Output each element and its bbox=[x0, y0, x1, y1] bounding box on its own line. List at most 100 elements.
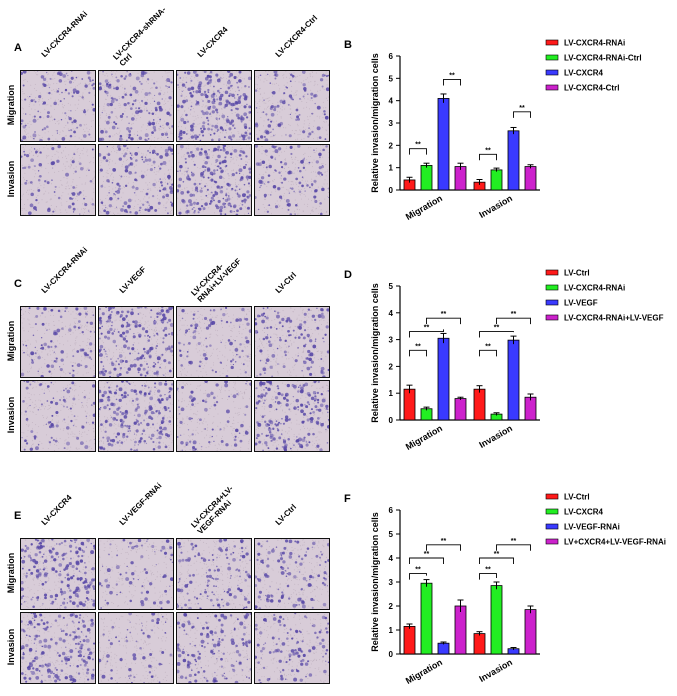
bar bbox=[454, 166, 467, 191]
bar bbox=[420, 582, 433, 655]
legend-swatch bbox=[545, 39, 559, 46]
y-tick-label: 3 bbox=[389, 119, 394, 128]
legend-swatch bbox=[545, 538, 559, 545]
legend-swatch bbox=[545, 284, 559, 291]
x-tick-label: Migration bbox=[404, 193, 444, 222]
micrograph-image bbox=[254, 144, 330, 216]
legend-label: LV-CXCR4-RNAi bbox=[564, 39, 625, 48]
x-tick-label: Migration bbox=[404, 657, 444, 686]
column-label: LV-CXCR4-shRNA- Ctrl bbox=[111, 5, 168, 68]
bar bbox=[403, 625, 416, 655]
micrograph-image bbox=[20, 306, 96, 378]
micrograph-image bbox=[20, 612, 96, 684]
y-tick-label: 1 bbox=[389, 164, 394, 173]
bar bbox=[403, 388, 416, 421]
legend-swatch bbox=[545, 54, 559, 61]
significance-label: ** bbox=[519, 105, 525, 112]
micrograph-image bbox=[20, 380, 96, 452]
legend-label: LV+CXCR4+LV-VEGF-RNAi bbox=[564, 538, 666, 547]
micrograph-image bbox=[98, 306, 174, 378]
significance-label: ** bbox=[485, 343, 491, 350]
column-label: LV-CXCR4-RNAi bbox=[39, 9, 90, 60]
micrograph-image bbox=[254, 306, 330, 378]
micrograph-image bbox=[20, 70, 96, 142]
y-tick-label: 3 bbox=[389, 578, 394, 587]
column-label: LV-CXCR4+LV- VEGF-RNAi bbox=[189, 484, 235, 536]
legend-label: LV-Ctrl bbox=[564, 269, 590, 278]
significance-bracket bbox=[443, 79, 461, 86]
legend-label: LV-CXCR4-Ctrl bbox=[564, 84, 619, 93]
column-label: LV-CXCR4-RNAi bbox=[39, 245, 90, 295]
y-tick-label: 4 bbox=[389, 97, 394, 106]
panel-letter: D bbox=[344, 269, 352, 281]
bar bbox=[490, 585, 503, 655]
micrograph-image bbox=[98, 538, 174, 610]
significance-label: ** bbox=[415, 142, 421, 149]
significance-bracket bbox=[426, 317, 461, 325]
bar-chart-svg: D 0 1 2 3 4 5 Relative invasion/migration cells… bbox=[344, 269, 664, 452]
significance-label: ** bbox=[424, 551, 430, 558]
significance-label: ** bbox=[494, 551, 500, 558]
significance-bracket bbox=[496, 544, 531, 551]
row-label: Migration bbox=[6, 320, 16, 362]
legend-label: LV-Ctrl bbox=[564, 493, 590, 502]
row-label: Invasion bbox=[6, 396, 16, 434]
y-axis-label: Relative invasion/migration cells bbox=[370, 53, 380, 193]
y-tick-label: 0 bbox=[389, 416, 394, 425]
bar bbox=[507, 130, 520, 191]
legend-label: LV-VEGF bbox=[564, 299, 598, 308]
significance-bracket bbox=[409, 329, 444, 338]
legend-label: LV-CXCR4-RNAi bbox=[564, 284, 625, 293]
y-axis-label: Relative invasion/migration cells bbox=[370, 283, 380, 423]
y-tick-label: 2 bbox=[389, 141, 394, 150]
legend-swatch bbox=[545, 269, 559, 276]
x-tick-label: Invasion bbox=[477, 657, 514, 684]
significance-bracket bbox=[409, 349, 427, 357]
micrograph-image bbox=[254, 538, 330, 610]
micrograph-panel-e: E LV-CXCR4 LV-VEGF-RNAi LV-CXCR4+LV- VEGF-R… bbox=[0, 468, 340, 696]
significance-bracket bbox=[513, 111, 531, 118]
significance-bracket bbox=[409, 573, 427, 580]
column-label: LV-CXCR4 bbox=[39, 493, 74, 527]
micrograph-panel-a: A LV-CXCR4-RNAi LV-CXCR4-shRNA- Ctrl LV-CXC… bbox=[0, 0, 340, 226]
significance-bracket bbox=[426, 544, 461, 551]
row-label: Invasion bbox=[6, 160, 16, 198]
micrograph-image bbox=[176, 538, 252, 610]
legend-swatch bbox=[545, 84, 559, 91]
bar bbox=[437, 337, 450, 421]
bar bbox=[524, 609, 537, 655]
legend-swatch bbox=[545, 493, 559, 500]
bar bbox=[420, 165, 433, 191]
micrograph-image bbox=[176, 306, 252, 378]
legend-swatch bbox=[545, 523, 559, 530]
bar bbox=[437, 642, 450, 655]
micrograph-image bbox=[98, 70, 174, 142]
micrograph-image bbox=[176, 612, 252, 684]
significance-label: ** bbox=[415, 567, 421, 574]
column-label: LV-VEGF bbox=[117, 264, 148, 295]
significance-label: ** bbox=[415, 343, 421, 350]
column-label: LV-CXCR4 bbox=[195, 25, 230, 59]
y-tick-label: 5 bbox=[389, 282, 394, 291]
y-tick-label: 4 bbox=[389, 554, 394, 563]
bar-chart-panel-d: D 0 1 2 3 4 5 Relative invasion/migration cells… bbox=[340, 258, 677, 458]
legend-swatch bbox=[545, 299, 559, 306]
y-tick-label: 5 bbox=[389, 74, 394, 83]
significance-label: ** bbox=[511, 538, 517, 545]
micrograph-image bbox=[20, 538, 96, 610]
legend-label: LV-CXCR4-RNAi-Ctrl bbox=[564, 54, 642, 63]
bar bbox=[507, 339, 520, 421]
y-tick-label: 2 bbox=[389, 362, 394, 371]
y-tick-label: 2 bbox=[389, 602, 394, 611]
y-tick-label: 0 bbox=[389, 186, 394, 195]
panel-letter: A bbox=[14, 42, 22, 54]
bar bbox=[473, 388, 486, 421]
panel-letter: F bbox=[344, 493, 351, 505]
micrograph-image bbox=[98, 144, 174, 216]
significance-bracket bbox=[479, 349, 497, 357]
bar-chart-svg: F 0 1 2 3 4 5 6 Relative invasion/migration cell… bbox=[344, 493, 666, 686]
y-tick-label: 3 bbox=[389, 336, 394, 345]
legend-swatch bbox=[545, 69, 559, 76]
significance-label: ** bbox=[441, 538, 447, 545]
micrograph-image bbox=[254, 612, 330, 684]
